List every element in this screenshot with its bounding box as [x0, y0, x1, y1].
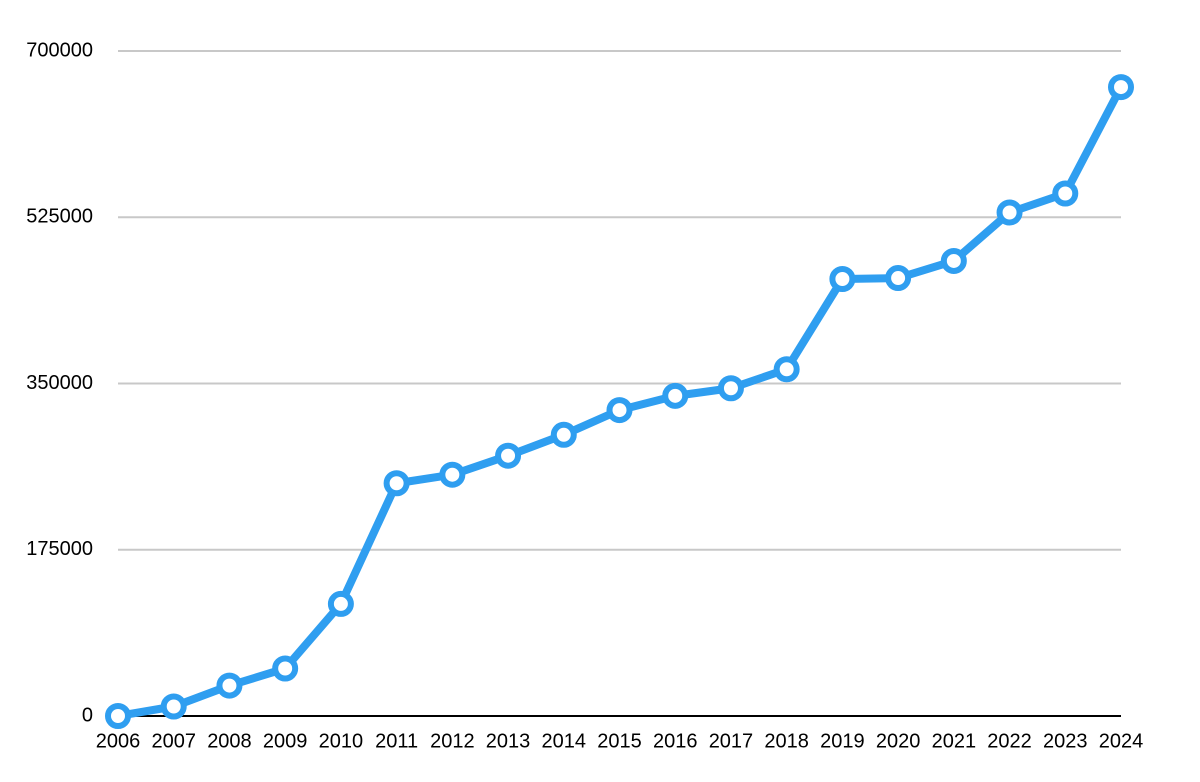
x-tick-label: 2008	[207, 730, 252, 752]
y-tick-label: 0	[82, 704, 93, 726]
x-tick-label: 2015	[597, 730, 642, 752]
data-point	[1052, 180, 1079, 207]
x-tick-label: 2006	[96, 730, 141, 752]
data-point	[495, 442, 522, 469]
x-tick-label: 2017	[709, 730, 754, 752]
x-tick-label: 2024	[1099, 730, 1144, 752]
x-tick-label: 2013	[486, 730, 531, 752]
x-tick-label: 2011	[375, 730, 418, 752]
data-point	[829, 266, 856, 292]
data-point	[216, 672, 243, 699]
x-tick-label: 2021	[932, 730, 977, 752]
x-tick-label: 2012	[430, 730, 475, 752]
x-tick-label: 2014	[542, 730, 587, 752]
y-tick-label: 700000	[26, 39, 93, 61]
data-point	[996, 199, 1023, 226]
x-tick-label: 2007	[151, 730, 196, 752]
data-point	[662, 382, 689, 409]
data-point	[272, 655, 299, 682]
data-point	[940, 247, 967, 274]
x-tick-label: 2016	[653, 730, 698, 752]
data-point	[885, 265, 912, 292]
x-tick-label: 2010	[319, 730, 364, 752]
y-tick-label: 175000	[26, 538, 93, 560]
data-point	[327, 590, 354, 617]
x-tick-label: 2009	[263, 730, 308, 752]
y-tick-label: 350000	[26, 372, 93, 394]
data-point	[383, 470, 410, 497]
x-tick-label: 2019	[820, 730, 865, 752]
data-point	[439, 461, 466, 488]
data-point	[717, 375, 744, 402]
x-tick-label: 2023	[1043, 730, 1088, 752]
data-point	[550, 421, 577, 448]
data-point	[606, 397, 633, 424]
data-point	[105, 703, 131, 729]
y-tick-label: 525000	[26, 206, 93, 228]
x-tick-label: 2018	[764, 730, 809, 752]
data-point	[773, 356, 800, 383]
data-point	[160, 693, 187, 720]
data-point	[1108, 74, 1134, 101]
x-tick-label: 2022	[987, 730, 1032, 752]
x-tick-label: 2020	[876, 730, 921, 752]
